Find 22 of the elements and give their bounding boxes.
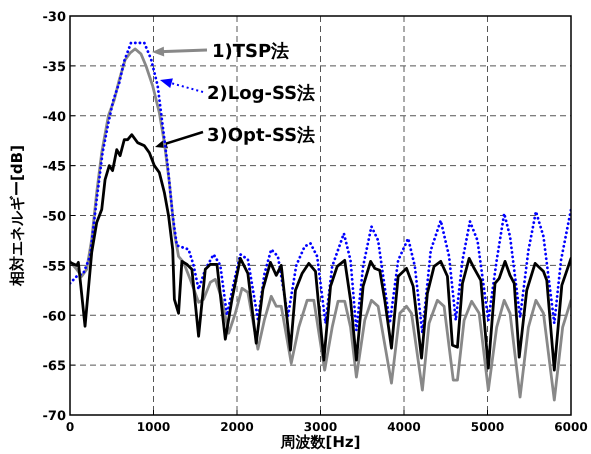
- x-axis-title: 周波数[Hz]: [280, 433, 360, 451]
- legend-label: 2)Log-SS法: [207, 83, 316, 104]
- y-tick-label: -55: [42, 259, 66, 274]
- x-tick-label: 1000: [136, 420, 170, 434]
- y-tick-label: -60: [42, 309, 66, 324]
- line-series: [70, 42, 571, 335]
- x-tick-label: 6000: [554, 420, 588, 434]
- x-tick-label: 0: [66, 420, 74, 434]
- legend-label: 1)TSP法: [212, 41, 290, 62]
- y-tick-label: -70: [42, 409, 66, 424]
- y-tick-label: -40: [42, 110, 66, 125]
- legend-label: 3)Opt-SS法: [207, 125, 316, 146]
- y-tick-label: -65: [42, 359, 66, 374]
- x-tick-label: 5000: [470, 420, 504, 434]
- x-tick-label: 2000: [220, 420, 254, 434]
- y-tick-label: -30: [42, 10, 66, 25]
- y-axis-title: 相対エネルギー[dB]: [8, 145, 26, 287]
- y-tick-label: -35: [42, 60, 66, 75]
- y-tick-label: -50: [42, 210, 66, 224]
- x-tick-label: 4000: [387, 420, 421, 434]
- x-tick-label: 3000: [304, 420, 338, 434]
- y-tick-label: -45: [42, 160, 66, 175]
